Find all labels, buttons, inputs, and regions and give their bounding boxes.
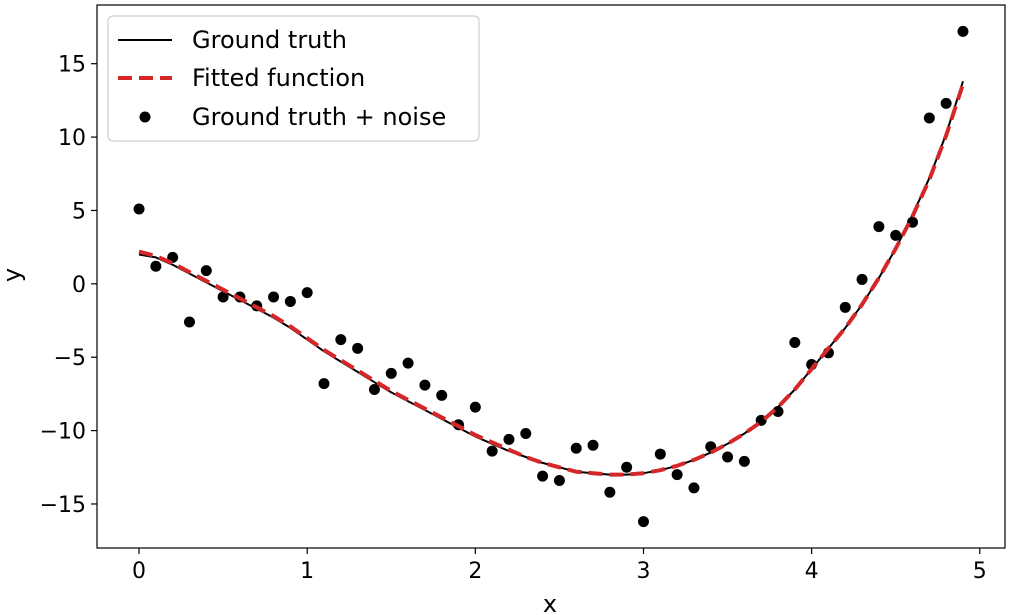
data-point <box>789 337 801 349</box>
data-point <box>856 273 868 285</box>
data-point <box>654 448 666 460</box>
data-point <box>385 367 397 379</box>
data-point <box>150 260 162 272</box>
legend-label-noise: Ground truth + noise <box>192 103 446 131</box>
data-point <box>268 291 280 303</box>
y-tick-label: 0 <box>72 273 86 298</box>
data-point <box>301 287 313 299</box>
data-point <box>217 291 229 303</box>
data-point <box>671 469 683 481</box>
legend-label-ground-truth: Ground truth <box>192 26 347 54</box>
data-point <box>570 442 582 454</box>
x-tick-label: 4 <box>805 559 819 584</box>
x-tick-label: 1 <box>300 559 314 584</box>
x-tick-label: 2 <box>468 559 482 584</box>
y-tick-label: −15 <box>40 493 86 518</box>
legend-box <box>107 15 480 142</box>
data-point <box>318 378 330 390</box>
axes-layer: 0 1 2 3 4 5 −15 −10 −5 0 5 10 15 <box>40 53 987 584</box>
data-point <box>621 461 633 473</box>
data-point <box>722 451 734 463</box>
x-tick-label: 0 <box>132 559 146 584</box>
data-point <box>688 482 700 494</box>
data-point <box>738 455 750 467</box>
data-point <box>587 439 599 451</box>
data-point <box>537 470 549 482</box>
data-point <box>940 97 952 109</box>
data-point <box>183 316 195 328</box>
y-axis-label: y <box>0 268 26 282</box>
data-point <box>402 357 414 369</box>
data-point <box>335 334 347 346</box>
y-tick-label: 15 <box>58 53 86 78</box>
legend-swatch-noise <box>139 111 151 123</box>
data-point <box>436 389 448 401</box>
y-tick-label: 5 <box>72 199 86 224</box>
legend: Ground truth Fitted function Ground trut… <box>107 15 480 142</box>
y-tick-label: 10 <box>58 126 86 151</box>
y-tick-label: −5 <box>54 346 86 371</box>
data-point <box>133 203 145 215</box>
legend-label-fitted-function: Fitted function <box>192 64 365 92</box>
data-point <box>520 428 532 440</box>
x-tick-label: 3 <box>636 559 650 584</box>
data-point <box>839 301 851 313</box>
data-point <box>469 401 481 413</box>
data-point <box>553 474 565 486</box>
data-point <box>200 265 212 277</box>
data-point <box>923 112 935 124</box>
data-point <box>368 384 380 396</box>
data-point <box>637 516 649 528</box>
data-point <box>957 25 969 37</box>
y-tick-label: −10 <box>40 420 86 445</box>
x-axis-label: x <box>543 590 557 615</box>
data-point <box>419 379 431 391</box>
series-line-fitted-function <box>138 83 965 477</box>
data-point <box>284 295 296 307</box>
data-point <box>604 486 616 498</box>
data-point <box>873 221 885 233</box>
series-layer <box>133 25 969 528</box>
x-tick-label: 5 <box>973 559 987 584</box>
data-point <box>352 342 364 354</box>
data-point <box>890 229 902 241</box>
data-point <box>486 445 498 457</box>
plot-frame <box>96 4 1006 549</box>
data-point <box>503 433 515 445</box>
